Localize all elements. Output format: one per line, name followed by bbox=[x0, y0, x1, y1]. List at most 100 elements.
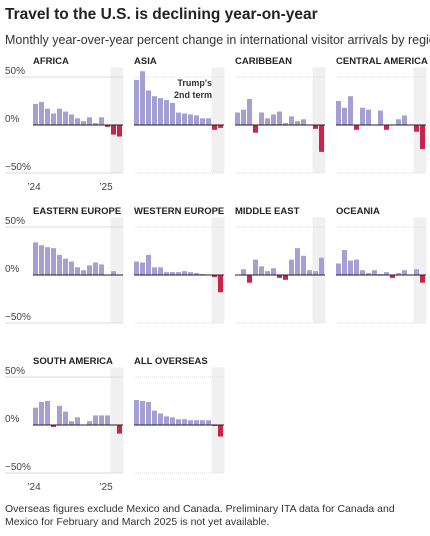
bar bbox=[384, 125, 389, 130]
bar bbox=[265, 271, 270, 275]
bar bbox=[39, 245, 44, 275]
panel-africa: AFRICA 50% 0% −50% ’24 ’25 bbox=[5, 56, 124, 193]
footnote: Overseas figures exclude Mexico and Cana… bbox=[5, 503, 395, 528]
bar bbox=[259, 112, 264, 125]
bar bbox=[33, 242, 38, 275]
bar bbox=[194, 115, 199, 125]
bar bbox=[295, 248, 300, 275]
bar bbox=[75, 267, 80, 275]
bar bbox=[235, 112, 240, 125]
bar bbox=[176, 419, 181, 425]
y-tick-label: 0% bbox=[5, 114, 20, 125]
bar bbox=[241, 109, 246, 125]
bar bbox=[360, 107, 365, 125]
bar bbox=[301, 255, 306, 275]
bar bbox=[307, 270, 312, 275]
bar bbox=[271, 114, 276, 125]
bar bbox=[164, 100, 169, 125]
bar bbox=[164, 416, 169, 425]
bar bbox=[81, 270, 86, 275]
bar bbox=[63, 111, 68, 125]
panel-oceania: OCEANIA bbox=[336, 206, 427, 324]
bar bbox=[420, 125, 425, 149]
x-tick-label: ’25 bbox=[99, 482, 113, 493]
bar bbox=[99, 264, 104, 275]
bar bbox=[105, 415, 110, 425]
bar bbox=[63, 258, 68, 275]
bar bbox=[247, 275, 252, 283]
panel-south-america: SOUTH AMERICA 50% 0% −50% ’24 ’25 bbox=[5, 356, 124, 493]
panel-title: OCEANIA bbox=[336, 206, 380, 217]
bar bbox=[319, 257, 324, 275]
bar bbox=[45, 247, 50, 275]
bar bbox=[194, 273, 199, 275]
bar bbox=[140, 401, 145, 425]
bar bbox=[39, 401, 44, 425]
bar bbox=[105, 125, 110, 127]
y-tick-label: 50% bbox=[5, 366, 25, 377]
bar bbox=[366, 273, 371, 275]
bar bbox=[259, 266, 264, 275]
bar bbox=[188, 114, 193, 125]
bar bbox=[111, 125, 116, 135]
bar bbox=[265, 118, 270, 125]
panel-caribbean: CARIBBEAN bbox=[235, 56, 326, 174]
bar bbox=[182, 113, 187, 125]
x-tick-label: ’24 bbox=[27, 182, 41, 193]
bar bbox=[75, 118, 80, 125]
bar bbox=[336, 263, 341, 275]
bar bbox=[170, 102, 175, 125]
y-tick-label: −50% bbox=[5, 312, 31, 323]
bar bbox=[396, 119, 401, 125]
bar bbox=[33, 103, 38, 125]
bar bbox=[93, 123, 98, 125]
y-tick-label: 50% bbox=[5, 66, 25, 77]
bar bbox=[170, 272, 175, 275]
bar bbox=[57, 405, 62, 425]
shaded-period bbox=[312, 67, 326, 173]
bar bbox=[188, 272, 193, 275]
panel-central-america: CENTRAL AMERICA bbox=[336, 56, 428, 174]
bar bbox=[206, 118, 211, 125]
bar bbox=[117, 425, 122, 434]
panel-western-europe: WESTERN EUROPE bbox=[134, 206, 225, 324]
bar bbox=[200, 420, 205, 425]
bar bbox=[45, 108, 50, 125]
bar bbox=[253, 259, 258, 275]
bar bbox=[319, 125, 324, 152]
bar bbox=[146, 401, 151, 425]
bar bbox=[146, 90, 151, 125]
panel-title: CARIBBEAN bbox=[235, 56, 292, 67]
panel-title: CENTRAL AMERICA bbox=[336, 56, 428, 67]
bar bbox=[289, 259, 294, 275]
bar bbox=[176, 272, 181, 275]
bar bbox=[69, 421, 74, 425]
bar bbox=[182, 271, 187, 275]
chart-title: Travel to the U.S. is declining year-on-… bbox=[5, 6, 318, 23]
shaded-period bbox=[211, 217, 225, 323]
bar bbox=[152, 410, 157, 425]
panel-title: WESTERN EUROPE bbox=[134, 206, 224, 217]
bar bbox=[152, 267, 157, 275]
bar bbox=[134, 79, 139, 125]
bar bbox=[313, 125, 318, 129]
bar bbox=[218, 425, 223, 437]
bar bbox=[277, 275, 282, 278]
bar bbox=[218, 125, 223, 128]
bar bbox=[342, 250, 347, 275]
bar bbox=[277, 111, 282, 125]
shaded-period bbox=[110, 67, 124, 173]
bar bbox=[140, 262, 145, 275]
bar bbox=[247, 99, 252, 125]
bar bbox=[87, 117, 92, 125]
chart-subtitle: Monthly year-over-year percent change in… bbox=[5, 33, 430, 47]
bar bbox=[182, 419, 187, 425]
bar bbox=[372, 270, 377, 275]
bar bbox=[414, 125, 419, 132]
panel-all-overseas: ALL OVERSEAS bbox=[134, 356, 225, 474]
bar bbox=[342, 107, 347, 125]
x-tick-label: ’25 bbox=[99, 182, 113, 193]
bar bbox=[134, 400, 139, 425]
bar bbox=[33, 407, 38, 425]
